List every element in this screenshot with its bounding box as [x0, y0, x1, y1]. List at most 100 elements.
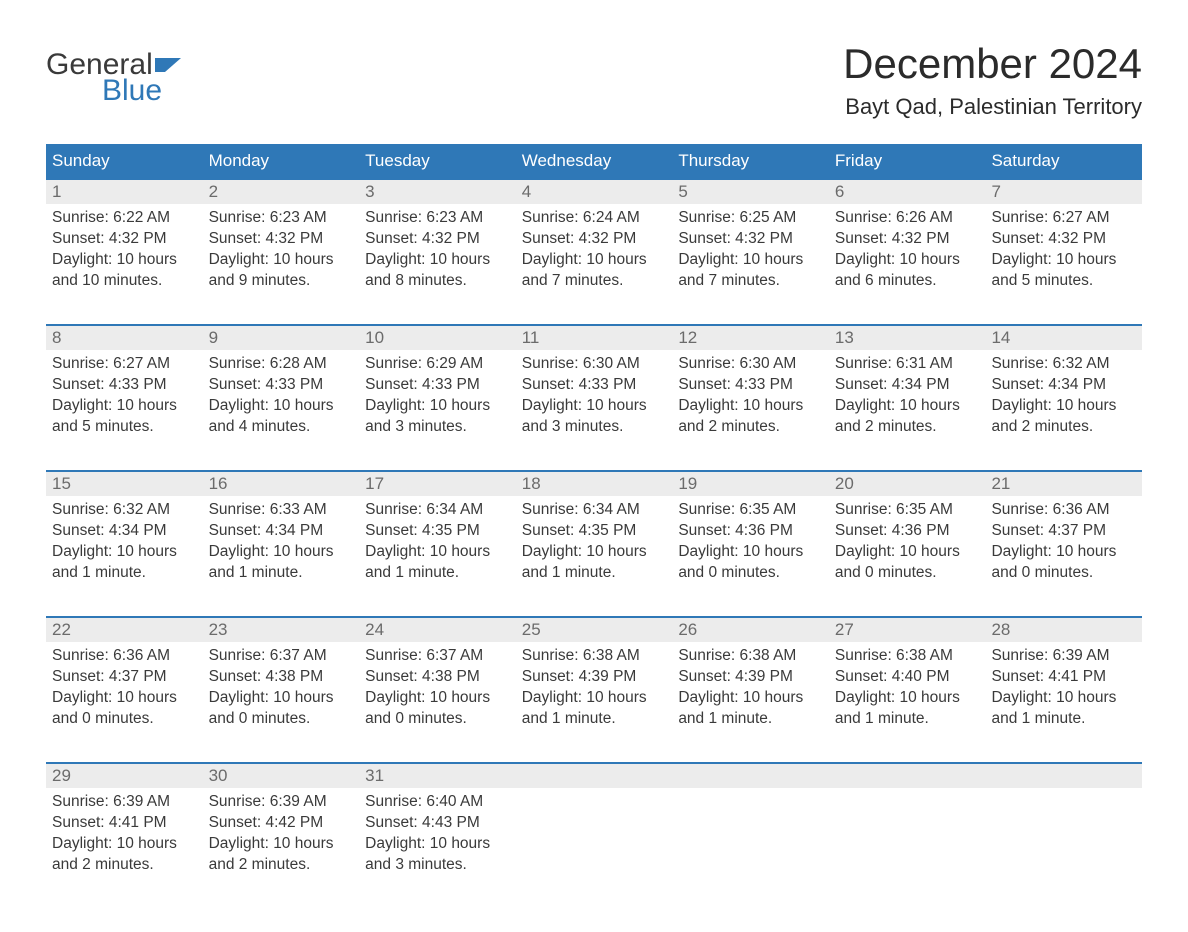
calendar-day: 18Sunrise: 6:34 AMSunset: 4:35 PMDayligh…: [516, 472, 673, 600]
sunset-text: Sunset: 4:32 PM: [52, 229, 197, 250]
daylight-text: Daylight: 10 hours: [835, 250, 980, 271]
daylight-text: Daylight: 10 hours: [835, 396, 980, 417]
daylight-text: and 0 minutes.: [365, 709, 510, 730]
calendar-day: 27Sunrise: 6:38 AMSunset: 4:40 PMDayligh…: [829, 618, 986, 746]
sunrise-text: Sunrise: 6:26 AM: [835, 208, 980, 229]
weekday-header: Friday: [829, 144, 986, 178]
daylight-text: and 3 minutes.: [365, 855, 510, 876]
weekday-header: Tuesday: [359, 144, 516, 178]
day-details: Sunrise: 6:40 AMSunset: 4:43 PMDaylight:…: [359, 788, 516, 880]
day-details: Sunrise: 6:36 AMSunset: 4:37 PMDaylight:…: [985, 496, 1142, 588]
calendar: Sunday Monday Tuesday Wednesday Thursday…: [46, 144, 1142, 892]
day-number: 9: [203, 326, 360, 350]
daylight-text: and 7 minutes.: [678, 271, 823, 292]
calendar-day: 30Sunrise: 6:39 AMSunset: 4:42 PMDayligh…: [203, 764, 360, 892]
sunset-text: Sunset: 4:34 PM: [835, 375, 980, 396]
day-details: Sunrise: 6:37 AMSunset: 4:38 PMDaylight:…: [359, 642, 516, 734]
calendar-day: 23Sunrise: 6:37 AMSunset: 4:38 PMDayligh…: [203, 618, 360, 746]
sunset-text: Sunset: 4:32 PM: [522, 229, 667, 250]
weekday-header: Saturday: [985, 144, 1142, 178]
sunset-text: Sunset: 4:32 PM: [365, 229, 510, 250]
daylight-text: Daylight: 10 hours: [991, 396, 1136, 417]
daylight-text: and 10 minutes.: [52, 271, 197, 292]
sunrise-text: Sunrise: 6:27 AM: [52, 354, 197, 375]
daylight-text: and 1 minute.: [991, 709, 1136, 730]
day-details: Sunrise: 6:33 AMSunset: 4:34 PMDaylight:…: [203, 496, 360, 588]
daylight-text: Daylight: 10 hours: [52, 250, 197, 271]
day-number: 31: [359, 764, 516, 788]
calendar-day: .: [672, 764, 829, 892]
daylight-text: and 2 minutes.: [835, 417, 980, 438]
day-number: .: [516, 764, 673, 788]
sunset-text: Sunset: 4:40 PM: [835, 667, 980, 688]
day-number: .: [985, 764, 1142, 788]
day-details: Sunrise: 6:34 AMSunset: 4:35 PMDaylight:…: [359, 496, 516, 588]
day-number: 14: [985, 326, 1142, 350]
sunrise-text: Sunrise: 6:38 AM: [835, 646, 980, 667]
sunset-text: Sunset: 4:33 PM: [678, 375, 823, 396]
daylight-text: Daylight: 10 hours: [365, 834, 510, 855]
daylight-text: Daylight: 10 hours: [991, 250, 1136, 271]
sunrise-text: Sunrise: 6:30 AM: [522, 354, 667, 375]
calendar-day: 25Sunrise: 6:38 AMSunset: 4:39 PMDayligh…: [516, 618, 673, 746]
daylight-text: and 0 minutes.: [209, 709, 354, 730]
calendar-day: 14Sunrise: 6:32 AMSunset: 4:34 PMDayligh…: [985, 326, 1142, 454]
calendar-day: 16Sunrise: 6:33 AMSunset: 4:34 PMDayligh…: [203, 472, 360, 600]
daylight-text: Daylight: 10 hours: [209, 542, 354, 563]
day-number: 21: [985, 472, 1142, 496]
calendar-week: 8Sunrise: 6:27 AMSunset: 4:33 PMDaylight…: [46, 324, 1142, 454]
sunset-text: Sunset: 4:35 PM: [522, 521, 667, 542]
daylight-text: and 1 minute.: [365, 563, 510, 584]
calendar-day: 21Sunrise: 6:36 AMSunset: 4:37 PMDayligh…: [985, 472, 1142, 600]
weekday-header: Thursday: [672, 144, 829, 178]
sunrise-text: Sunrise: 6:23 AM: [209, 208, 354, 229]
daylight-text: Daylight: 10 hours: [209, 688, 354, 709]
sunrise-text: Sunrise: 6:22 AM: [52, 208, 197, 229]
sunset-text: Sunset: 4:36 PM: [678, 521, 823, 542]
daylight-text: and 0 minutes.: [678, 563, 823, 584]
calendar-day: 5Sunrise: 6:25 AMSunset: 4:32 PMDaylight…: [672, 180, 829, 308]
calendar-day: 3Sunrise: 6:23 AMSunset: 4:32 PMDaylight…: [359, 180, 516, 308]
day-details: Sunrise: 6:39 AMSunset: 4:42 PMDaylight:…: [203, 788, 360, 880]
daylight-text: Daylight: 10 hours: [991, 688, 1136, 709]
calendar-day: 24Sunrise: 6:37 AMSunset: 4:38 PMDayligh…: [359, 618, 516, 746]
sunrise-text: Sunrise: 6:23 AM: [365, 208, 510, 229]
sunset-text: Sunset: 4:35 PM: [365, 521, 510, 542]
sunset-text: Sunset: 4:32 PM: [835, 229, 980, 250]
sunrise-text: Sunrise: 6:39 AM: [991, 646, 1136, 667]
daylight-text: Daylight: 10 hours: [52, 688, 197, 709]
daylight-text: Daylight: 10 hours: [52, 396, 197, 417]
sunrise-text: Sunrise: 6:39 AM: [209, 792, 354, 813]
sunset-text: Sunset: 4:41 PM: [52, 813, 197, 834]
weekday-header: Sunday: [46, 144, 203, 178]
calendar-day: 7Sunrise: 6:27 AMSunset: 4:32 PMDaylight…: [985, 180, 1142, 308]
day-number: 7: [985, 180, 1142, 204]
sunset-text: Sunset: 4:42 PM: [209, 813, 354, 834]
day-number: .: [829, 764, 986, 788]
weeks-container: 1Sunrise: 6:22 AMSunset: 4:32 PMDaylight…: [46, 178, 1142, 892]
day-number: 25: [516, 618, 673, 642]
sunset-text: Sunset: 4:33 PM: [522, 375, 667, 396]
weekday-header-row: Sunday Monday Tuesday Wednesday Thursday…: [46, 144, 1142, 178]
daylight-text: and 5 minutes.: [52, 417, 197, 438]
day-number: 3: [359, 180, 516, 204]
calendar-week: 22Sunrise: 6:36 AMSunset: 4:37 PMDayligh…: [46, 616, 1142, 746]
day-number: 8: [46, 326, 203, 350]
sunset-text: Sunset: 4:33 PM: [209, 375, 354, 396]
calendar-day: 29Sunrise: 6:39 AMSunset: 4:41 PMDayligh…: [46, 764, 203, 892]
sunrise-text: Sunrise: 6:32 AM: [52, 500, 197, 521]
day-details: Sunrise: 6:30 AMSunset: 4:33 PMDaylight:…: [672, 350, 829, 442]
sunset-text: Sunset: 4:33 PM: [365, 375, 510, 396]
daylight-text: Daylight: 10 hours: [52, 834, 197, 855]
sunset-text: Sunset: 4:34 PM: [52, 521, 197, 542]
day-number: 29: [46, 764, 203, 788]
daylight-text: and 6 minutes.: [835, 271, 980, 292]
sunrise-text: Sunrise: 6:27 AM: [991, 208, 1136, 229]
day-number: 6: [829, 180, 986, 204]
daylight-text: and 9 minutes.: [209, 271, 354, 292]
daylight-text: Daylight: 10 hours: [678, 688, 823, 709]
daylight-text: Daylight: 10 hours: [678, 396, 823, 417]
calendar-week: 29Sunrise: 6:39 AMSunset: 4:41 PMDayligh…: [46, 762, 1142, 892]
daylight-text: Daylight: 10 hours: [522, 688, 667, 709]
daylight-text: and 4 minutes.: [209, 417, 354, 438]
